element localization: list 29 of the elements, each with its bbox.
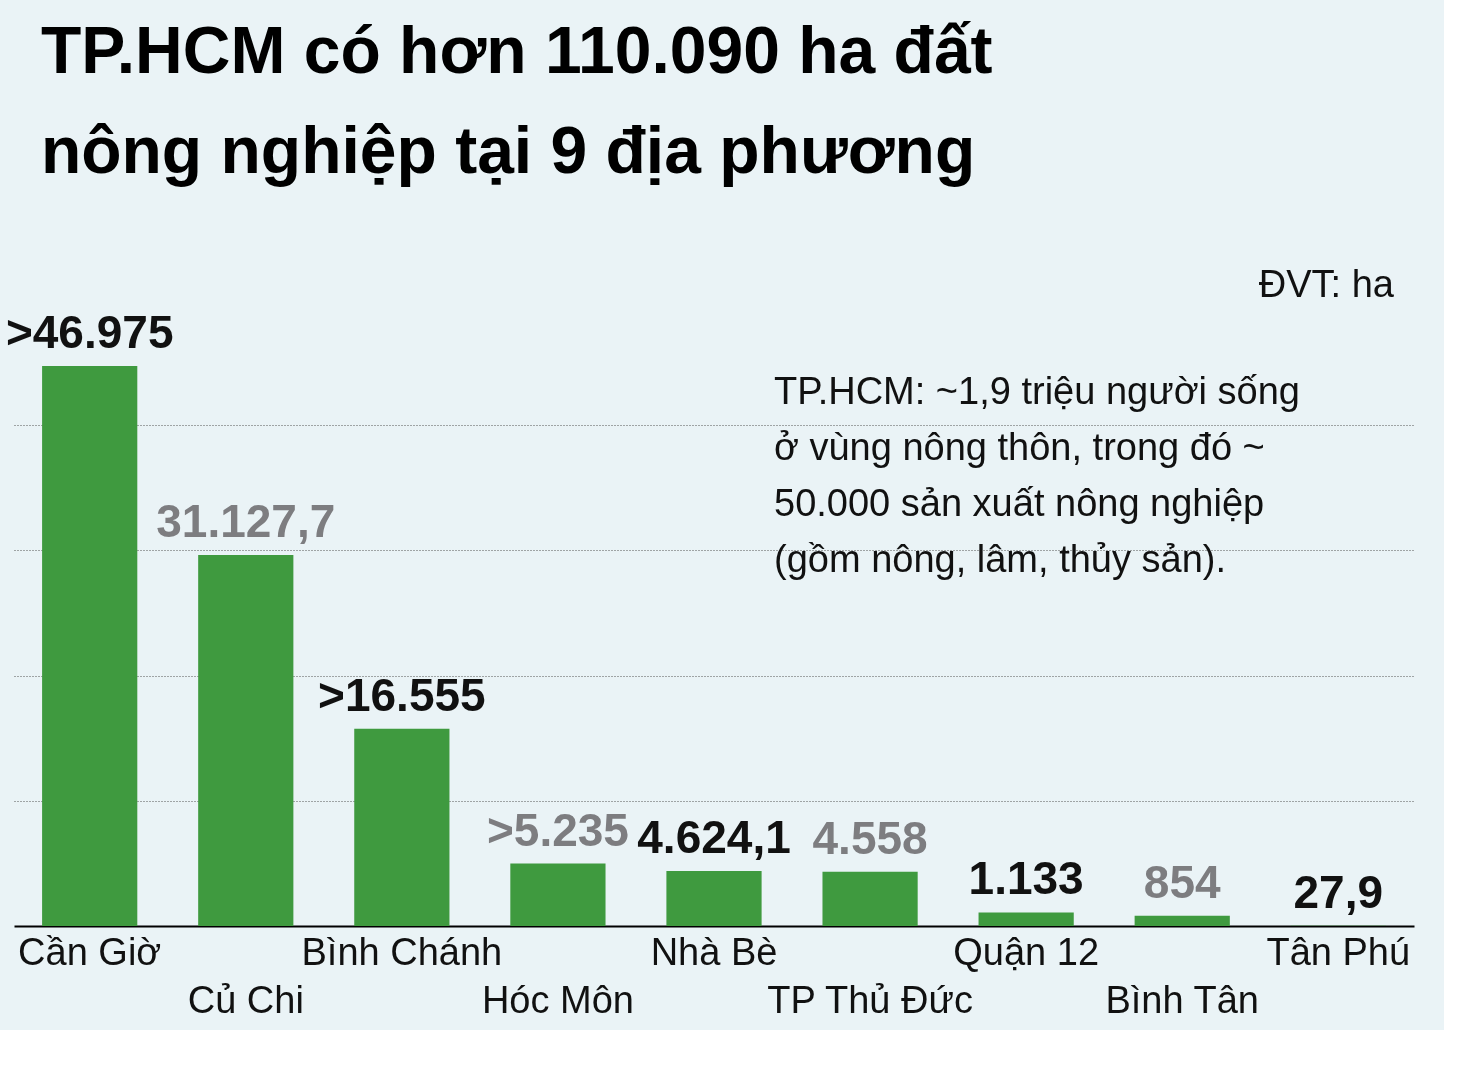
bar xyxy=(1134,915,1230,926)
x-tick-label: Nhà Bè xyxy=(650,930,778,973)
data-label: 27,9 xyxy=(1293,865,1384,918)
x-tick-label: Củ Chi xyxy=(187,978,304,1021)
bar xyxy=(978,912,1074,926)
data-label: 31.127,7 xyxy=(156,494,336,547)
x-tick-label: Bình Chánh xyxy=(301,930,503,973)
bar xyxy=(822,871,918,926)
bar xyxy=(354,728,450,926)
chart-title: TP.HCM có hơn 110.090 ha đất nông nghiệp tại 9 địa phương xyxy=(40,13,993,187)
data-label: >16.555 xyxy=(318,668,486,721)
bar xyxy=(510,863,606,926)
x-tick-label: Tân Phú xyxy=(1266,930,1411,973)
bar xyxy=(198,554,294,926)
x-tick-label: Hóc Môn xyxy=(481,978,634,1021)
bar xyxy=(42,366,138,926)
data-label: >5.235 xyxy=(486,803,629,856)
bar xyxy=(666,870,762,926)
annotation: TP.HCM: ~1,9 triệu người sống ở vùng nông thôn, trong đó ~ 50.000 sản xuất nông nghiệp (gồm nông, lâm, thủy sản). xyxy=(774,370,1300,580)
text: ĐVT: ha xyxy=(1258,263,1395,305)
data-label: 854 xyxy=(1143,855,1222,908)
data-label: 4.624,1 xyxy=(637,810,791,863)
x-tick-label: Quận 12 xyxy=(953,930,1100,973)
x-tick-label: TP Thủ Đức xyxy=(767,978,973,1021)
data-label: 4.558 xyxy=(812,811,928,864)
data-label: >46.975 xyxy=(5,306,174,358)
data-label: 1.133 xyxy=(968,852,1084,905)
x-tick-label: Bình Tân xyxy=(1105,978,1259,1021)
x-tick-label: Cần Giờ xyxy=(18,930,162,973)
